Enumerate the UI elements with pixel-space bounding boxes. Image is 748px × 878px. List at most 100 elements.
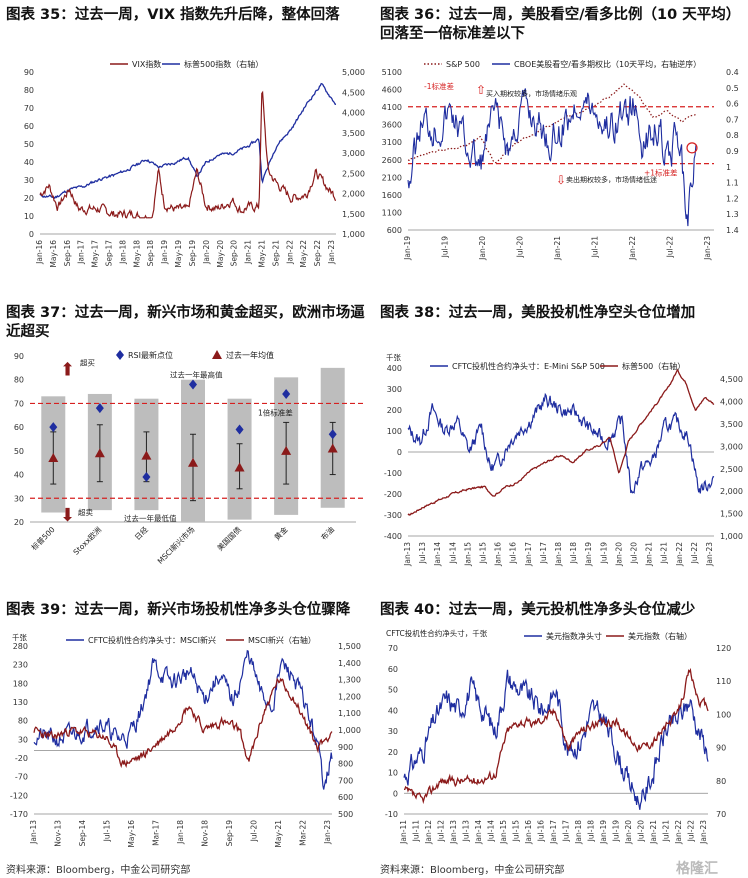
p37-legend-swatch [212,350,222,359]
p39-right-tick: 700 [338,776,353,785]
p40-x-tick: Jan-21 [649,820,658,845]
p39-left-tick: -120 [10,791,28,800]
p38-legend-label: CFTC投机性合约净头寸：E-Mini S&P 500 [452,361,605,371]
p39-x-tick: Jul-20 [250,820,259,843]
p35-right-tick: 3,000 [342,149,365,158]
p36-right-tick: 1.3 [726,210,739,219]
p39-right-tick: 600 [338,793,353,802]
p39-x-tick: Nov-13 [54,820,63,847]
p38-left-tick: -300 [384,511,402,520]
p37-x-tick: 布油 [318,524,336,542]
p36-ref-minus1-label: -1标准差 [424,81,454,91]
p35-x-tick: May-22 [299,240,308,268]
p35-right-tick: 2,500 [342,169,365,178]
p37-legend-label: RSI最新点位 [128,350,173,360]
p40-left-tick: 10 [388,769,398,778]
p39-x-tick: Jul-15 [103,820,112,843]
p37-mean-marker [141,450,152,460]
p35-right-tick: 3,500 [342,129,365,138]
p36-series-putcall [407,88,697,227]
p38-x-tick: Jul-22 [690,542,699,565]
p36-right-tick: 1 [726,163,731,172]
p40-right-tick: 70 [716,810,726,819]
p39-left-tick: -170 [10,810,28,819]
p38-left-tick: 100 [387,427,402,436]
p36-series-spx [407,83,697,164]
p38-right-tick: 1,500 [720,510,743,519]
p40-right-tick: 90 [716,744,726,753]
p36-highlight-circle [686,142,698,154]
p38-x-tick: Jan-14 [433,542,442,567]
p39-right-tick: 800 [338,760,353,769]
p36-arrow-up-icon: ⇧ [476,83,486,97]
p37-rsi-marker [328,429,337,440]
p36-left-tick: 2100 [382,173,402,182]
p39-x-tick: Sep-19 [225,820,234,847]
p36-arrow-down-icon: ⇩ [556,173,566,187]
p35-legend-label: VIX指数 [132,59,161,69]
p37-note-high: 过去一年最高值 [170,369,223,379]
p40-x-tick: Jul-22 [687,820,696,843]
p40-x-tick: Jan-20 [624,820,633,845]
p36-left-tick: 600 [387,226,402,235]
p36-x-tick: Jan-22 [628,236,637,261]
p37-rsi-marker [189,379,197,390]
p37-left-tick: 70 [14,399,24,408]
p35-right-tick: 4,000 [342,109,365,118]
p40-right-tick: 80 [716,777,726,786]
p35-series-vix [39,90,337,219]
p39-x-tick: Sep-14 [78,820,87,847]
p35-x-tick: Sep-20 [230,240,239,267]
p36-right-tick: 1.2 [726,194,739,203]
p40-left-tick: 50 [388,686,398,695]
chart-p40: CFTC投机性合约净头寸，千张706050403020100-101201101… [385,628,731,845]
p36-left-tick: 3600 [382,121,402,130]
chart-p37: 90 80 70 60 50 40 30 20 标普500 Stoxx欧洲 日经 MSCI新兴市场 美国… [14,350,366,566]
p35-left-tick: 70 [24,104,34,113]
p40-left-tick: 40 [388,706,398,715]
p37-left-tick: 60 [14,423,24,432]
p36-annotation-bull: 买入期权较多，市场情绪乐观 [486,89,577,98]
p40-x-tick: Jan-13 [449,820,458,845]
p36-left-tick: 1600 [382,191,402,200]
source-note-right: 资料来源：Bloomberg，中金公司研究部 [380,865,565,876]
p40-series-position [403,669,709,810]
p38-left-tick: -200 [384,490,402,499]
p40-right-tick: 110 [716,677,731,686]
p35-x-tick: Sep-17 [105,240,114,267]
p38-right-tick: 4,500 [720,375,743,384]
p35-x-tick: May-21 [257,240,266,268]
p39-series-msci [33,677,333,769]
p38-x-tick: Jul-14 [448,542,457,565]
p35-left-tick: 80 [24,86,34,95]
p38-x-tick: Jan-20 [614,542,623,567]
p38-x-tick: Jan-17 [524,542,533,567]
p40-left-tick: -10 [385,810,398,819]
p38-left-tick: 300 [387,385,402,394]
p35-x-tick: Jan-22 [285,240,294,265]
p37-x-tick: Stoxx欧洲 [71,524,103,556]
p35-x-tick: Jan-20 [202,240,211,265]
p37-rsi-marker [95,403,104,414]
p36-legend-label: S&P 500 [446,60,480,69]
p38-y-unit: 千张 [386,352,401,362]
p40-left-tick: 20 [388,748,398,757]
p40-x-tick: Jan-15 [499,820,508,845]
p37-mean-marker [94,448,105,458]
p36-x-tick: Jan-19 [403,236,412,261]
title-p40: 图表 40：过去一周，美元投机性净多头仓位减少 [380,602,696,618]
p40-legend-label: 美元指数（右轴） [628,631,692,641]
p36-x-tick: Jul-20 [516,236,525,259]
p37-x-tick: 美国国债 [215,524,244,553]
p38-x-tick: Jul-20 [630,542,639,565]
p35-x-tick: Sep-21 [271,240,280,267]
p38-x-tick: Jan-16 [494,542,503,567]
p38-x-tick: Jul-21 [660,542,669,565]
p37-rsi-marker [49,422,58,433]
p39-x-tick: Mar-22 [299,820,308,846]
p40-x-tick: Jul-12 [437,820,446,843]
p35-right-tick: 5,000 [342,68,365,77]
p39-right-tick: 1,500 [338,642,361,651]
p37-overbought-label: 超买 [80,358,95,367]
p39-left-tick: -20 [15,754,28,763]
